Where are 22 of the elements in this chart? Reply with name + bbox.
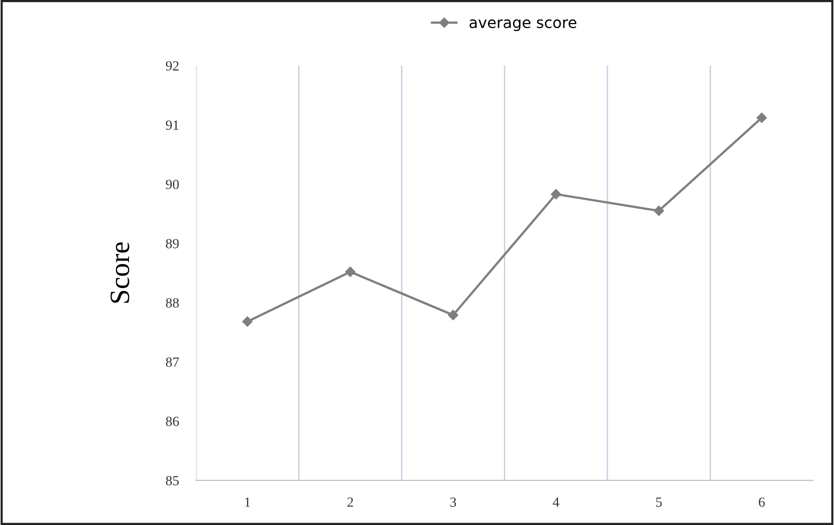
x-tick-label: 1 xyxy=(245,498,250,507)
y-tick-label: 90 xyxy=(166,180,179,190)
y-tick-label: 89 xyxy=(166,238,179,248)
y-axis-title: Score xyxy=(110,242,130,303)
y-tick-label: 91 xyxy=(166,120,178,130)
x-tick-label: 6 xyxy=(758,497,765,507)
y-tick-label: 88 xyxy=(166,298,179,308)
point xyxy=(550,189,562,200)
x-tick-label: 4 xyxy=(552,498,560,507)
point xyxy=(242,316,253,327)
y-tick-label: 86 xyxy=(166,416,179,426)
point xyxy=(448,310,458,320)
legend-label: average score xyxy=(470,19,576,32)
point xyxy=(654,206,664,216)
y-tick-label: 92 xyxy=(166,61,179,71)
y-tick-label: 87 xyxy=(166,357,179,367)
point xyxy=(345,266,356,277)
x-tick-label: 2 xyxy=(347,497,353,507)
y-tick-label: 85 xyxy=(166,476,179,486)
x-tick-label: 3 xyxy=(450,497,456,507)
x-tick-label: 5 xyxy=(656,498,662,507)
point xyxy=(756,112,767,123)
